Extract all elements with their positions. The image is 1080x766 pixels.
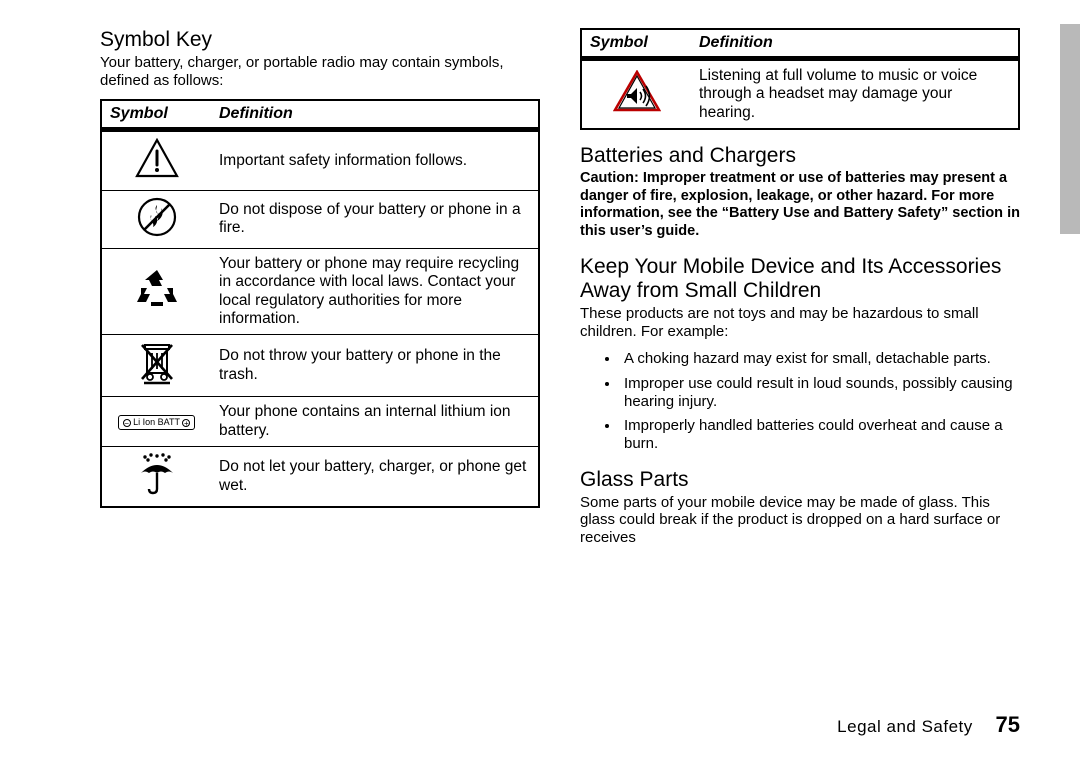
def-text: Do not dispose of your battery or phone …	[211, 190, 539, 248]
warning-triangle-icon	[101, 130, 211, 190]
symbol-key-lead: Your battery, charger, or portable radio…	[100, 54, 540, 89]
th-definition: Definition	[691, 29, 1019, 59]
th-definition: Definition	[211, 100, 539, 130]
def-text: Your battery or phone may require recycl…	[211, 248, 539, 334]
table-row: Your battery or phone may require recycl…	[101, 248, 539, 334]
children-heading: Keep Your Mobile Device and Its Accessor…	[580, 255, 1020, 303]
th-symbol: Symbol	[101, 100, 211, 130]
def-text: Your phone contains an internal lithium …	[211, 397, 539, 447]
table-row: Do not let your battery, charger, or pho…	[101, 446, 539, 507]
list-item: Improper use could result in loud sounds…	[620, 375, 1020, 412]
table-row: − Li Ion BATT + Your phone contains an i…	[101, 397, 539, 447]
page-body: Symbol Key Your battery, charger, or por…	[100, 28, 1020, 738]
batteries-caution: Caution: Improper treatment or use of ba…	[580, 170, 1020, 241]
def-text: Do not let your battery, charger, or pho…	[211, 446, 539, 507]
liion-badge-icon: − Li Ion BATT +	[101, 397, 211, 447]
def-text: Important safety information follows.	[211, 130, 539, 190]
symbol-table-left: Symbol Definition Important safety infor…	[100, 99, 540, 508]
glass-lead: Some parts of your mobile device may be …	[580, 494, 1020, 547]
table-row: Important safety information follows.	[101, 130, 539, 190]
th-symbol: Symbol	[581, 29, 691, 59]
def-text: Listening at full volume to music or voi…	[691, 59, 1019, 129]
table-row: Listening at full volume to music or voi…	[581, 59, 1019, 129]
list-item: Improperly handled batteries could overh…	[620, 417, 1020, 454]
symbol-key-heading: Symbol Key	[100, 28, 540, 52]
children-bullets: A choking hazard may exist for small, de…	[580, 350, 1020, 453]
symbol-table-right: Symbol Definition	[580, 28, 1020, 130]
children-lead: These products are not toys and may be h…	[580, 305, 1020, 340]
def-text: Do not throw your battery or phone in th…	[211, 335, 539, 397]
umbrella-icon	[101, 446, 211, 507]
batteries-heading: Batteries and Chargers	[580, 144, 1020, 168]
no-fire-icon	[101, 190, 211, 248]
table-row: Do not throw your battery or phone in th…	[101, 335, 539, 397]
volume-warn-icon	[581, 59, 691, 129]
list-item: A choking hazard may exist for small, de…	[620, 350, 1020, 368]
page-footer: Legal and Safety 75	[837, 712, 1020, 738]
glass-heading: Glass Parts	[580, 468, 1020, 492]
table-row: Do not dispose of your battery or phone …	[101, 190, 539, 248]
side-tab	[1060, 24, 1080, 234]
no-trash-icon	[101, 335, 211, 397]
recycle-icon	[101, 248, 211, 334]
page-number: 75	[996, 712, 1020, 737]
footer-label: Legal and Safety	[837, 717, 973, 736]
right-column: Symbol Definition	[580, 28, 1020, 738]
left-column: Symbol Key Your battery, charger, or por…	[100, 28, 540, 738]
